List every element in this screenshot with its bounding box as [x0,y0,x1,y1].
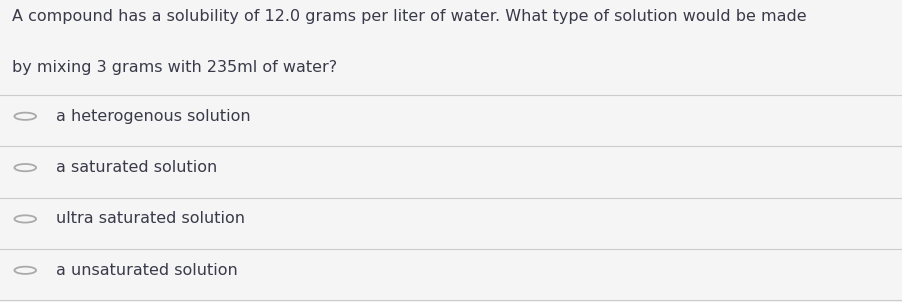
Text: a heterogenous solution: a heterogenous solution [56,109,251,124]
Text: a saturated solution: a saturated solution [56,160,217,175]
Text: A compound has a solubility of 12.0 grams per liter of water. What type of solut: A compound has a solubility of 12.0 gram… [12,9,806,24]
Text: by mixing 3 grams with 235ml of water?: by mixing 3 grams with 235ml of water? [12,60,336,76]
Text: ultra saturated solution: ultra saturated solution [56,211,245,226]
Text: a unsaturated solution: a unsaturated solution [56,263,237,278]
